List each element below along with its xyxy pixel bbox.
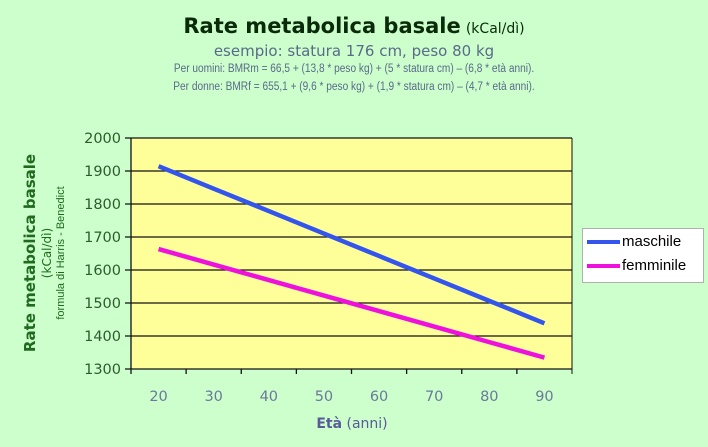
chart-title-main: Rate metabolica basale <box>183 14 461 38</box>
series-line-maschile <box>157 164 546 326</box>
y-tick-label: 1500 <box>84 296 121 312</box>
x-axis-title-unit: (anni) <box>347 416 388 432</box>
y-tick-label: 1900 <box>84 164 121 180</box>
x-tick-label: 60 <box>370 389 388 405</box>
y-tick-label: 1700 <box>84 230 121 246</box>
chart-title: Rate metabolica basale (kCal/dì) <box>0 14 708 38</box>
y-tick-label: 2000 <box>84 131 121 147</box>
y-axis-unit: (kCal/dì) <box>40 228 54 278</box>
x-axis-title-main: Età <box>316 416 342 432</box>
y-axis-title: Rate metabolica basale <box>21 154 39 352</box>
plot-area <box>131 138 572 369</box>
y-tick-label: 1800 <box>84 197 121 213</box>
legend-item-femminile: femminile <box>587 257 686 274</box>
y-tick-label: 1400 <box>84 329 121 345</box>
legend: maschile femminile <box>582 228 704 283</box>
x-tick-label: 90 <box>535 389 553 405</box>
y-tick-label: 1600 <box>84 263 121 279</box>
series-line-femminile <box>157 246 546 360</box>
legend-swatch-femminile <box>587 264 620 269</box>
x-tick-label: 50 <box>315 389 333 405</box>
legend-label-femminile: femminile <box>622 257 687 274</box>
formula-women: Per donne: BMRf = 655,1 + (9,6 * peso kg… <box>173 81 535 93</box>
legend-swatch-maschile <box>587 240 620 245</box>
x-tick-label: 30 <box>204 389 222 405</box>
x-tick-label: 20 <box>149 389 167 405</box>
x-axis-title: Età (anni) <box>316 416 387 432</box>
legend-label-maschile: maschile <box>622 233 682 250</box>
x-tick-label: 70 <box>425 389 443 405</box>
chart-title-unit: (kCal/dì) <box>465 21 525 37</box>
chart-subtitle: esempio: statura 176 cm, peso 80 kg <box>213 42 495 60</box>
legend-item-maschile: maschile <box>587 233 681 250</box>
formula-men: Per uomini: BMRm = 66,5 + (13,8 * peso k… <box>173 63 535 75</box>
y-axis-note: formula di Harris - Benedict <box>55 186 67 319</box>
x-tick-label: 40 <box>260 389 278 405</box>
y-tick-label: 1300 <box>84 362 121 378</box>
x-tick-label: 80 <box>480 389 498 405</box>
